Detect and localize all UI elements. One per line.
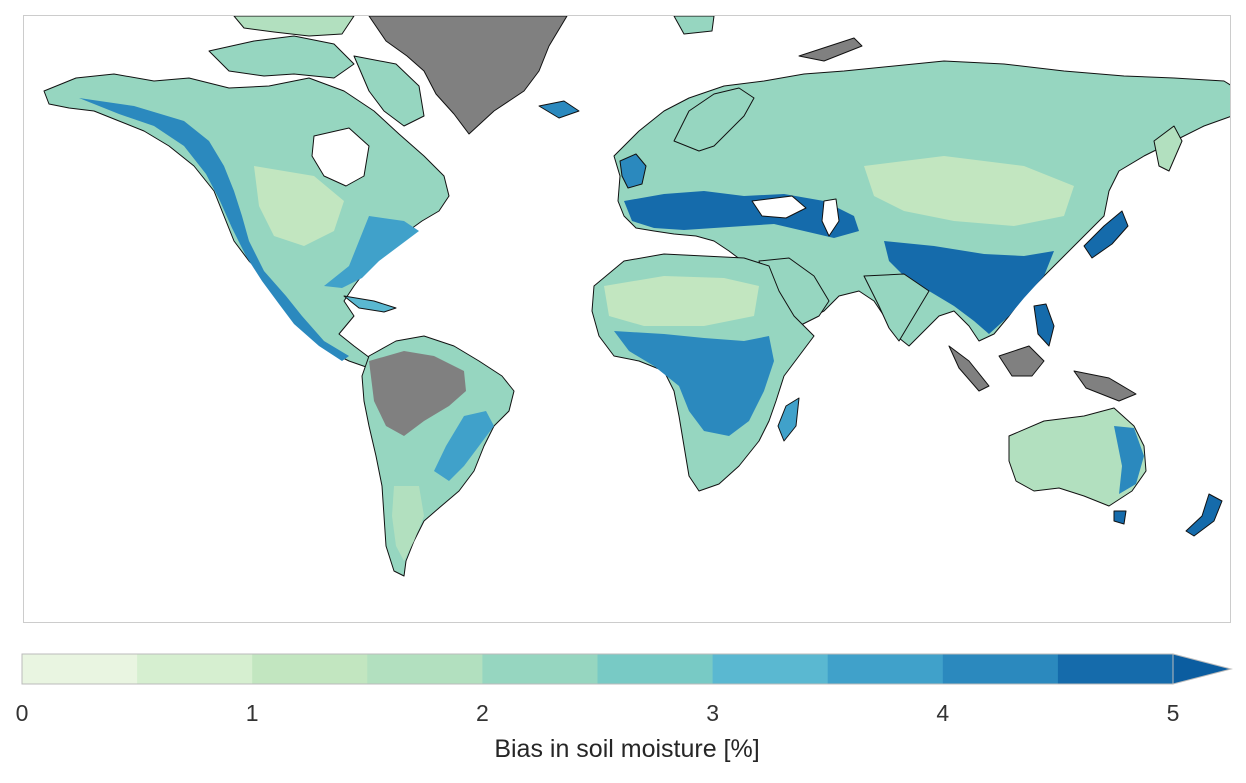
new-guinea (1073, 370, 1137, 402)
world-map (43, 16, 1230, 577)
colorbar-bin (597, 654, 714, 684)
colorbar-bin (137, 654, 253, 684)
australia-east-band (1114, 426, 1144, 494)
cuba (343, 295, 397, 313)
black-sea (751, 195, 807, 219)
colorbar-extend-arrow (1172, 653, 1233, 685)
central-asia-light (864, 156, 1074, 226)
tasmania (1113, 510, 1127, 525)
colorbar-bin (712, 654, 829, 684)
novaya-zemlya (798, 37, 863, 62)
iceland (538, 100, 580, 119)
colorbar-tick-3: 3 (706, 700, 719, 726)
new-zealand (1185, 493, 1223, 537)
colorbar-bin (482, 654, 598, 684)
sumatra (948, 345, 990, 392)
amazon-nodata (369, 351, 466, 436)
japan (1083, 210, 1129, 259)
sahara-light (604, 276, 759, 326)
colorbar-bin (252, 654, 368, 684)
colorbar-bin (942, 654, 1059, 684)
na-pacific-coast-band (79, 98, 349, 361)
brazil-east-band (434, 411, 494, 481)
central-africa-band (614, 331, 774, 436)
india (863, 273, 930, 342)
colorbar-bin (22, 654, 138, 684)
greenland-landmass (368, 16, 568, 135)
colorbar-tick-5: 5 (1166, 700, 1180, 726)
na-east-band (324, 216, 419, 288)
colorbar (21, 653, 1233, 685)
colorbar-bin (367, 654, 483, 684)
australia-landmass (1008, 407, 1147, 507)
map-panel (23, 15, 1231, 623)
colorbar-bin (827, 654, 944, 684)
baffin-island (353, 55, 425, 127)
scandinavia (673, 87, 755, 152)
philippines (1033, 303, 1055, 347)
arctic-island-north (233, 16, 355, 37)
svalbard (673, 16, 715, 35)
sa-south-cone (392, 486, 424, 561)
kamchatka (1153, 125, 1183, 172)
caspian-sea (821, 198, 840, 237)
colorbar-label: Bias in soil moisture [%] (494, 735, 760, 763)
colorbar-bin (1057, 654, 1174, 684)
colorbar-tick-4: 4 (936, 700, 950, 726)
asia-monsoon-band (884, 241, 1054, 334)
borneo-nodata (998, 345, 1045, 377)
colorbar-tick-1: 1 (245, 700, 259, 726)
british-isles (619, 153, 647, 189)
hudson-bay (311, 127, 370, 187)
colorbar-tick-0: 0 (15, 700, 29, 726)
colorbar-tick-2: 2 (475, 700, 489, 726)
na-plains (254, 166, 344, 246)
colorbar-outline (21, 653, 1174, 685)
madagascar (777, 397, 800, 442)
arctic-islands (208, 35, 355, 79)
